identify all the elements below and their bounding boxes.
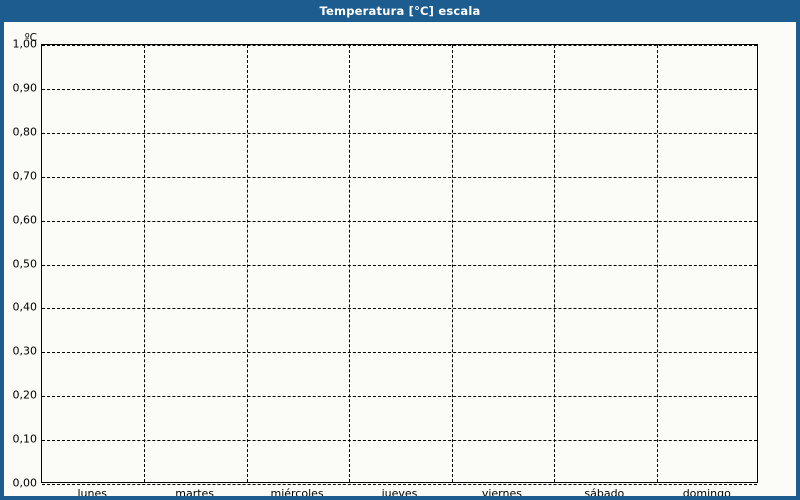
x-axis-tick-label: sábado07/07/07 <box>580 486 629 496</box>
x-axis-tick-label: lunes02/07/07 <box>68 486 117 496</box>
y-axis-tick-label: 0,00 <box>12 476 38 490</box>
window-border-bottom <box>0 496 800 500</box>
gridline-horizontal <box>42 484 757 485</box>
gridline-vertical <box>144 45 146 482</box>
window-title-bar: Temperatura [°C] escala <box>0 0 800 22</box>
x-axis-tick-label: miércoles04/07/07 <box>270 486 323 496</box>
y-axis-tick-labels: 1,00 0,90 0,80 0,70 0,60 0,50 0,40 0,30 0,20 0,10… <box>4 38 41 490</box>
x-axis-day-name: lunes <box>77 487 107 496</box>
y-axis-tick-label: 1,00 <box>12 37 38 51</box>
y-axis-tick-label: 0,70 <box>12 169 38 183</box>
y-axis-tick-label: 0,50 <box>12 257 38 270</box>
gridline-vertical <box>656 45 658 482</box>
gridline-horizontal <box>42 352 757 354</box>
y-axis-tick-label: 0,30 <box>12 344 38 358</box>
x-axis-day-name: martes <box>175 487 215 496</box>
y-axis-tick-label: 0,90 <box>12 81 38 95</box>
x-axis-day-name: miércoles <box>270 487 324 496</box>
x-axis-day-name: sábado <box>584 487 625 496</box>
window-border-left <box>0 22 4 500</box>
x-axis-day-name: viernes <box>481 487 522 496</box>
gridline-horizontal <box>42 220 757 222</box>
gridline-horizontal <box>42 308 757 310</box>
x-axis-tick-labels: lunes02/07/07 martes03/07/07 miércoles04/0… <box>41 486 758 496</box>
gridline-horizontal <box>42 440 757 442</box>
plot-area <box>41 44 758 485</box>
gridline-horizontal <box>42 88 757 90</box>
x-axis-day-name: jueves <box>381 487 418 496</box>
gridline-vertical <box>554 45 556 482</box>
x-axis-tick-label: martes03/07/07 <box>170 486 219 496</box>
window-border-right <box>796 22 800 500</box>
y-axis-tick-label: 0,60 <box>12 213 38 227</box>
y-axis-tick-label: 0,10 <box>12 432 38 446</box>
y-axis-tick-label: 0,80 <box>12 125 38 139</box>
gridline-vertical <box>349 45 351 482</box>
y-axis-tick-label: 0,40 <box>12 300 38 314</box>
chart-canvas: ºC 1,00 0,90 0,80 0,70 0,60 0,50 0,40 0,30 0,20 0… <box>4 22 796 496</box>
gridline-horizontal <box>42 396 757 398</box>
x-axis-tick-label: jueves05/07/07 <box>375 486 424 496</box>
gridline-horizontal <box>42 45 757 46</box>
gridline-horizontal <box>42 264 757 266</box>
x-axis-tick-label: viernes06/07/07 <box>477 486 526 496</box>
gridline-vertical <box>246 45 248 482</box>
gridline-vertical <box>451 45 453 482</box>
gridline-horizontal <box>42 132 757 134</box>
x-axis-tick-label: domingo08/07/07 <box>682 486 731 496</box>
y-axis-unit-label: ºC <box>24 32 37 44</box>
y-axis-tick-label: 0,20 <box>12 388 38 402</box>
x-axis-day-name: domingo <box>682 487 731 496</box>
page-title: Temperatura [°C] escala <box>319 4 481 18</box>
gridline-horizontal <box>42 176 757 178</box>
